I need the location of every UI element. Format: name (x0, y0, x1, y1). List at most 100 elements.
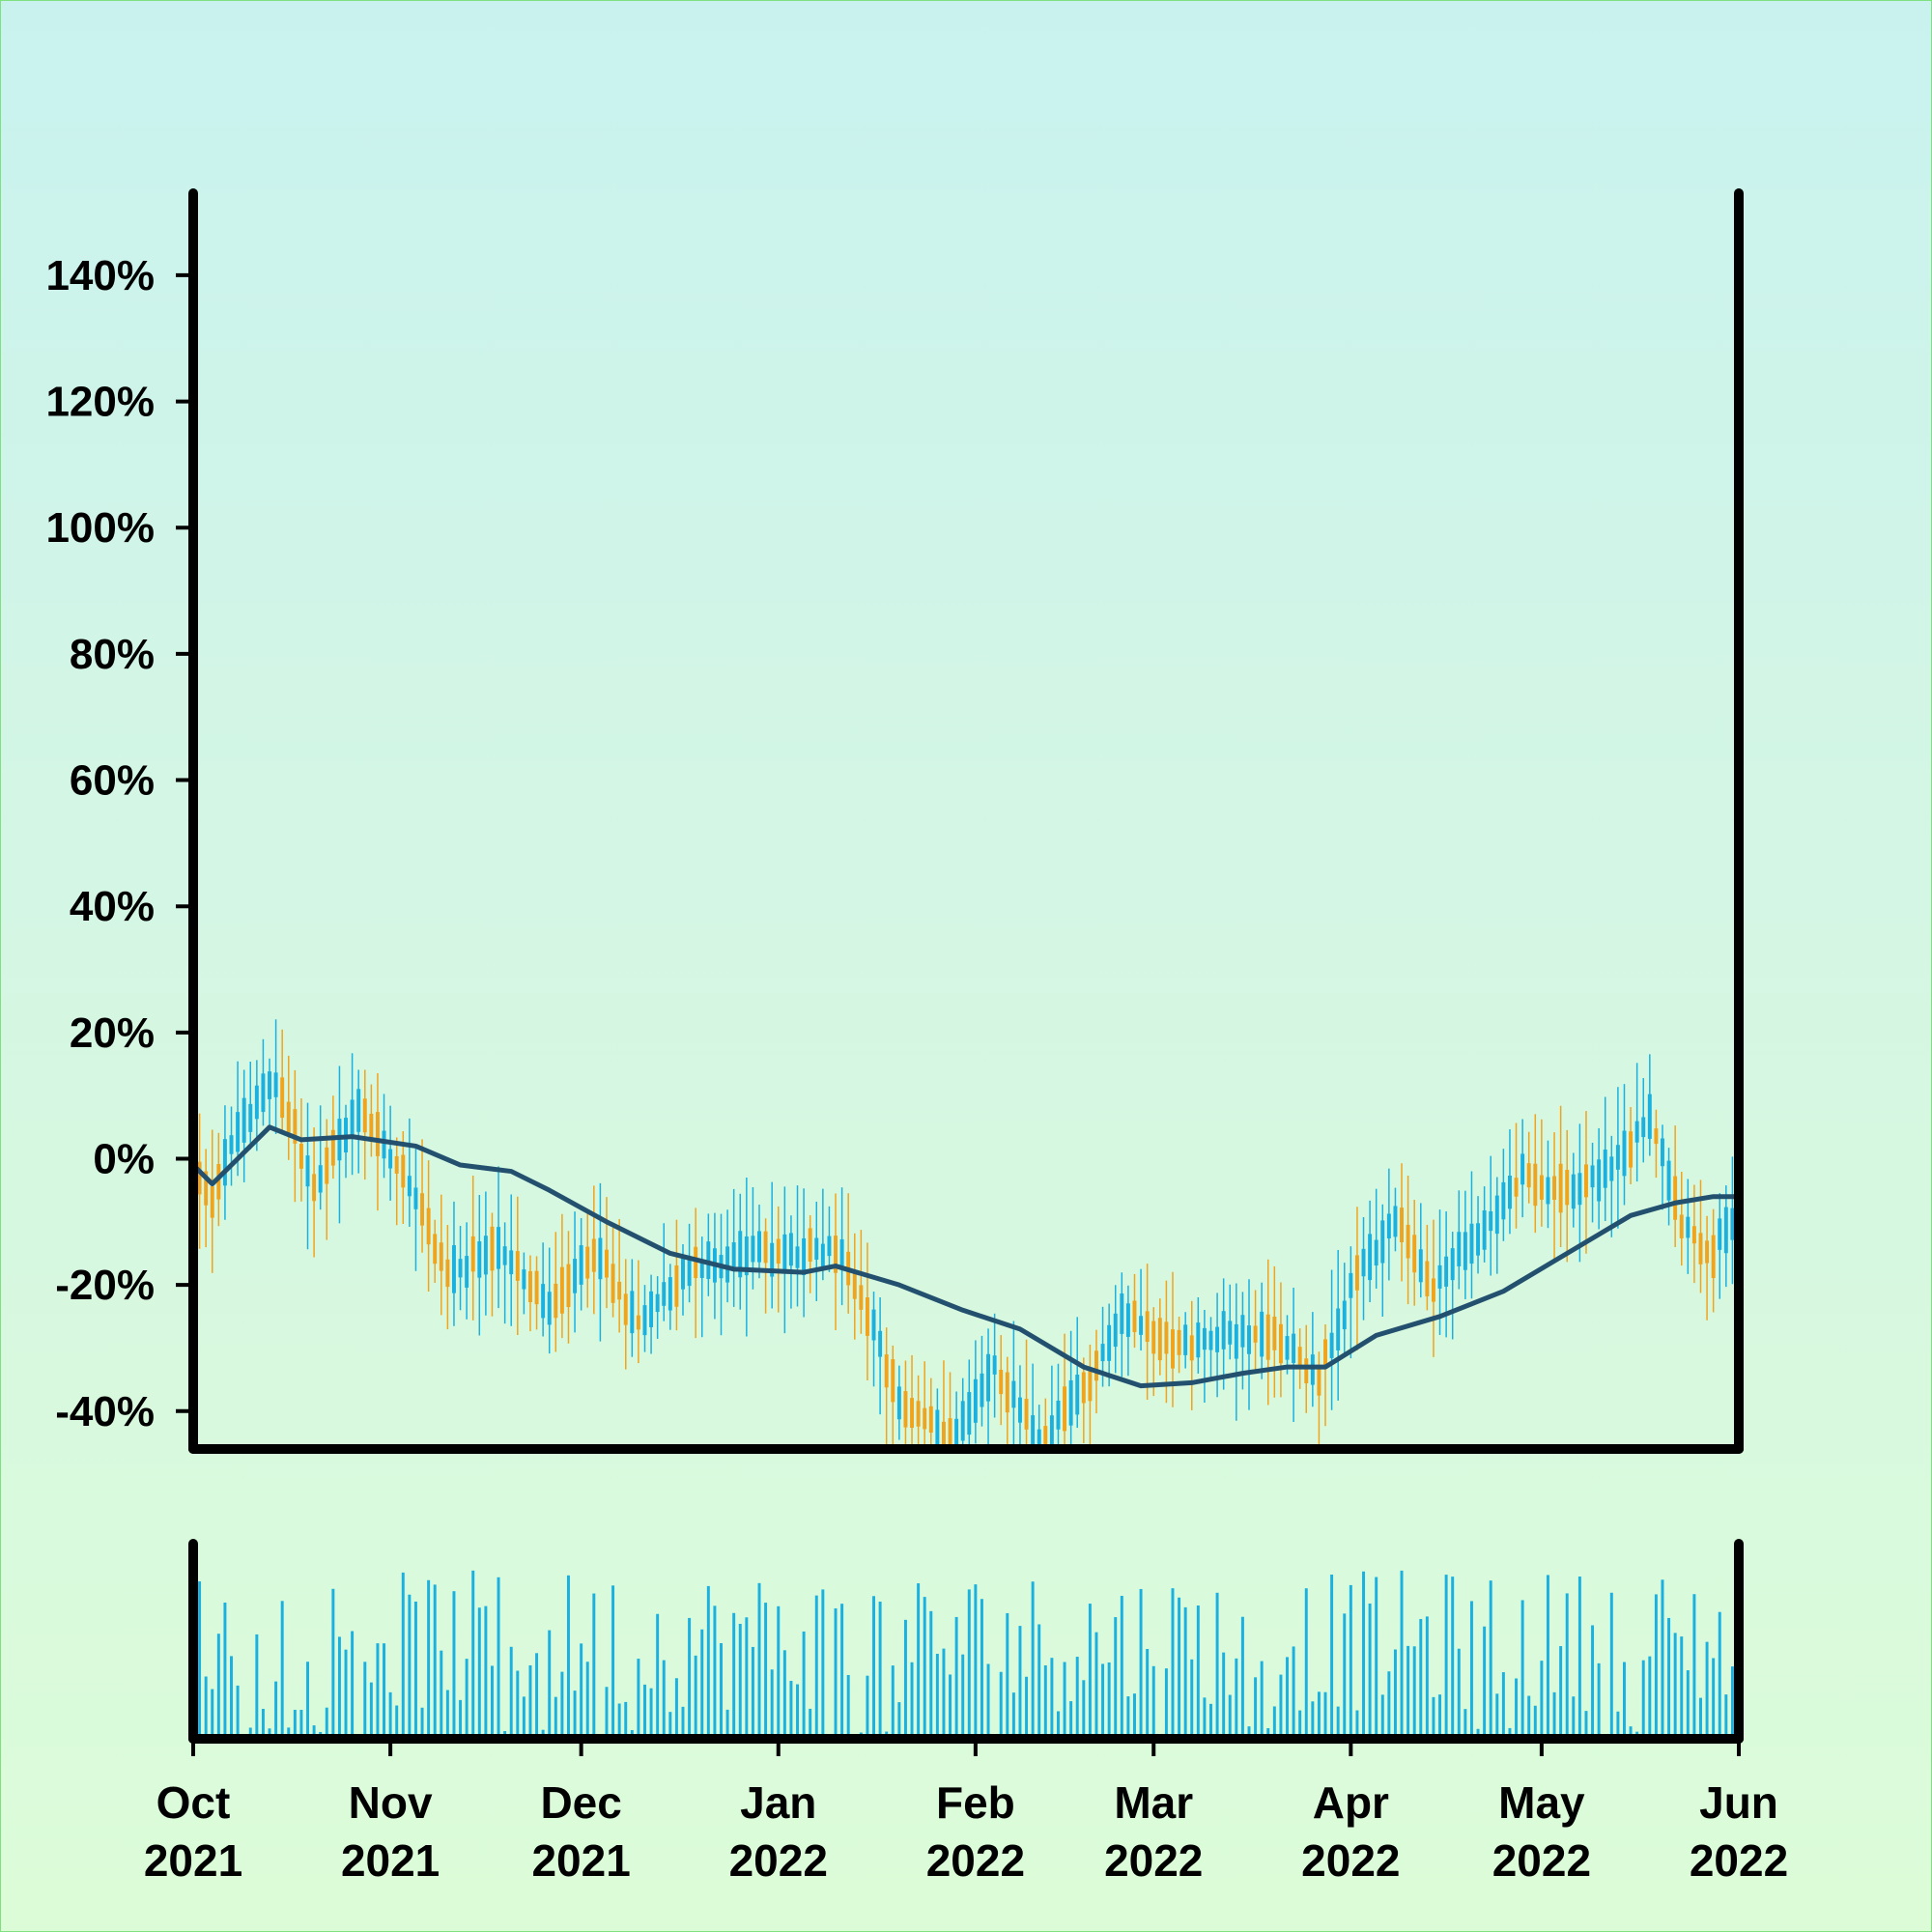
volume-bar (1705, 1641, 1709, 1739)
volume-bar (516, 1670, 520, 1739)
candle-body (318, 1165, 323, 1193)
candle-body (916, 1401, 921, 1427)
moving-average-line (193, 1124, 1739, 1389)
candle-body (350, 1099, 355, 1138)
candle-body (515, 1251, 520, 1281)
volume-bar (1171, 1588, 1175, 1739)
candle-body (839, 1238, 844, 1270)
volume-bar (745, 1617, 749, 1739)
volume-bar (1011, 1692, 1015, 1739)
candle-body (330, 1129, 335, 1166)
volume-bar (611, 1585, 615, 1739)
candle-body (470, 1236, 475, 1272)
candle-body (992, 1355, 997, 1375)
volume-bar (980, 1599, 983, 1739)
candle-body (1469, 1223, 1474, 1264)
volume-bar (1114, 1617, 1118, 1739)
volume-bar (204, 1676, 208, 1739)
volume-bar (1018, 1626, 1022, 1739)
candle-body (1571, 1174, 1576, 1209)
candle-body (573, 1259, 578, 1293)
volume-bar (961, 1654, 965, 1739)
candle-body (305, 1155, 310, 1187)
volume-bar (287, 1727, 291, 1739)
candle-body (605, 1249, 609, 1278)
candle-body (1718, 1218, 1722, 1250)
x-tick-month: Nov (349, 1777, 433, 1828)
candle-body (910, 1398, 915, 1429)
volume-bar (1183, 1606, 1187, 1739)
volume-bar (1432, 1696, 1435, 1739)
volume-bar (1387, 1671, 1391, 1739)
volume-bar (1151, 1665, 1155, 1739)
candle-body (611, 1264, 615, 1303)
candle-body (1711, 1235, 1716, 1279)
candle-body (1533, 1163, 1538, 1207)
volume-bar (1680, 1636, 1684, 1739)
candle-body (1145, 1311, 1150, 1343)
volume-bar (1527, 1695, 1531, 1739)
candle-body (668, 1277, 672, 1311)
candle-body (534, 1270, 539, 1305)
volume-bar (528, 1664, 532, 1739)
volume-bar (688, 1617, 692, 1739)
candle-body (827, 1236, 832, 1257)
volume-bar (1063, 1662, 1066, 1739)
candle-body (1661, 1138, 1664, 1167)
candle-body (960, 1401, 965, 1441)
y-tick-label: -20% (55, 1262, 155, 1309)
candle-body (1024, 1399, 1029, 1430)
y-axis-ticks: -40% -20% 0% 20% 40% 60% 80% 100% 120% 140% (45, 252, 193, 1435)
volume-bar (1623, 1662, 1626, 1739)
volume-bar (325, 1707, 328, 1739)
volume-bar (1075, 1657, 1079, 1739)
candle-body (636, 1315, 640, 1330)
candle-body (1068, 1379, 1073, 1426)
candle-body (1221, 1311, 1226, 1350)
volume-bar (942, 1648, 946, 1739)
y-tick-label: 60% (70, 757, 155, 805)
candle-body (1647, 1094, 1652, 1139)
volume-bar (351, 1631, 355, 1739)
volume-bar (490, 1665, 494, 1739)
candle-body (1139, 1316, 1144, 1335)
volume-bar (585, 1662, 589, 1739)
volume-bar (1673, 1633, 1677, 1739)
volume-bar (1406, 1645, 1410, 1739)
volume-bar (1094, 1632, 1098, 1739)
volume-bar (459, 1699, 463, 1739)
volume-bar (1489, 1580, 1492, 1739)
volume-bar (1228, 1694, 1232, 1739)
volume-bar (1641, 1660, 1645, 1739)
volume-bar (413, 1601, 417, 1739)
volume-bar (408, 1594, 412, 1739)
y-tick-label: 80% (70, 631, 155, 678)
candle-body (1177, 1329, 1181, 1355)
candle-body (1336, 1308, 1341, 1350)
volume-bar (484, 1605, 488, 1739)
candle-body (598, 1237, 603, 1280)
volume-bar (1037, 1624, 1041, 1739)
y-tick-label: 140% (45, 252, 155, 299)
volume-bar (198, 1581, 202, 1739)
volume-bar (720, 1643, 723, 1739)
volume-bar (814, 1595, 818, 1739)
volume-bar (1393, 1649, 1397, 1739)
volume-bar (802, 1631, 806, 1739)
candle-body (802, 1237, 807, 1276)
volume-bars (198, 1570, 1741, 1739)
candle-body (1393, 1206, 1398, 1237)
candle-body (642, 1305, 647, 1336)
candle-body (655, 1293, 660, 1313)
candle-body (1552, 1176, 1557, 1201)
volume-bar (1597, 1662, 1601, 1739)
candle-body (433, 1234, 438, 1264)
candle-body (859, 1285, 864, 1310)
candle-body (541, 1284, 546, 1319)
volume-bar (1190, 1659, 1194, 1739)
candle-body (1183, 1324, 1188, 1355)
candle-body (1228, 1321, 1233, 1345)
candle-body (694, 1246, 698, 1279)
candle-body (725, 1246, 730, 1283)
x-tick-year: 2022 (1690, 1835, 1788, 1886)
